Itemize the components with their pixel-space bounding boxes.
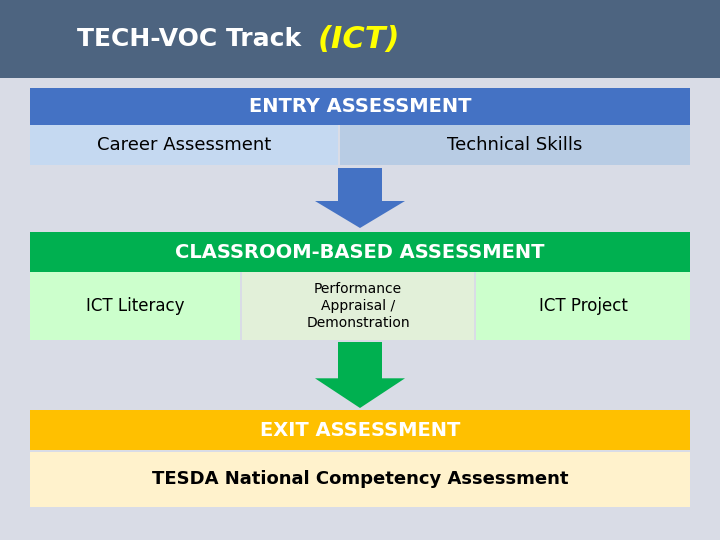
Bar — [30, 410, 690, 450]
Bar — [0, 0, 720, 78]
Text: Technical Skills: Technical Skills — [447, 136, 582, 154]
Bar — [30, 272, 240, 340]
Text: Career Assessment: Career Assessment — [97, 136, 271, 154]
Text: ICT Literacy: ICT Literacy — [86, 297, 184, 315]
Text: TECH-VOC Track: TECH-VOC Track — [77, 27, 310, 51]
Text: ENTRY ASSESSMENT: ENTRY ASSESSMENT — [248, 97, 472, 116]
Bar — [476, 272, 690, 340]
Polygon shape — [315, 168, 405, 228]
Bar — [242, 272, 474, 340]
Bar — [30, 452, 690, 507]
Polygon shape — [315, 342, 405, 408]
Text: TESDA National Competency Assessment: TESDA National Competency Assessment — [152, 470, 568, 488]
Bar — [30, 125, 338, 165]
Text: ICT Project: ICT Project — [539, 297, 627, 315]
Text: (ICT): (ICT) — [318, 24, 400, 53]
Bar — [30, 232, 690, 272]
Bar — [30, 88, 690, 125]
Text: EXIT ASSESSMENT: EXIT ASSESSMENT — [260, 421, 460, 440]
Text: Performance
Appraisal /
Demonstration: Performance Appraisal / Demonstration — [306, 282, 410, 330]
Bar — [340, 125, 690, 165]
Text: CLASSROOM-BASED ASSESSMENT: CLASSROOM-BASED ASSESSMENT — [175, 242, 545, 261]
